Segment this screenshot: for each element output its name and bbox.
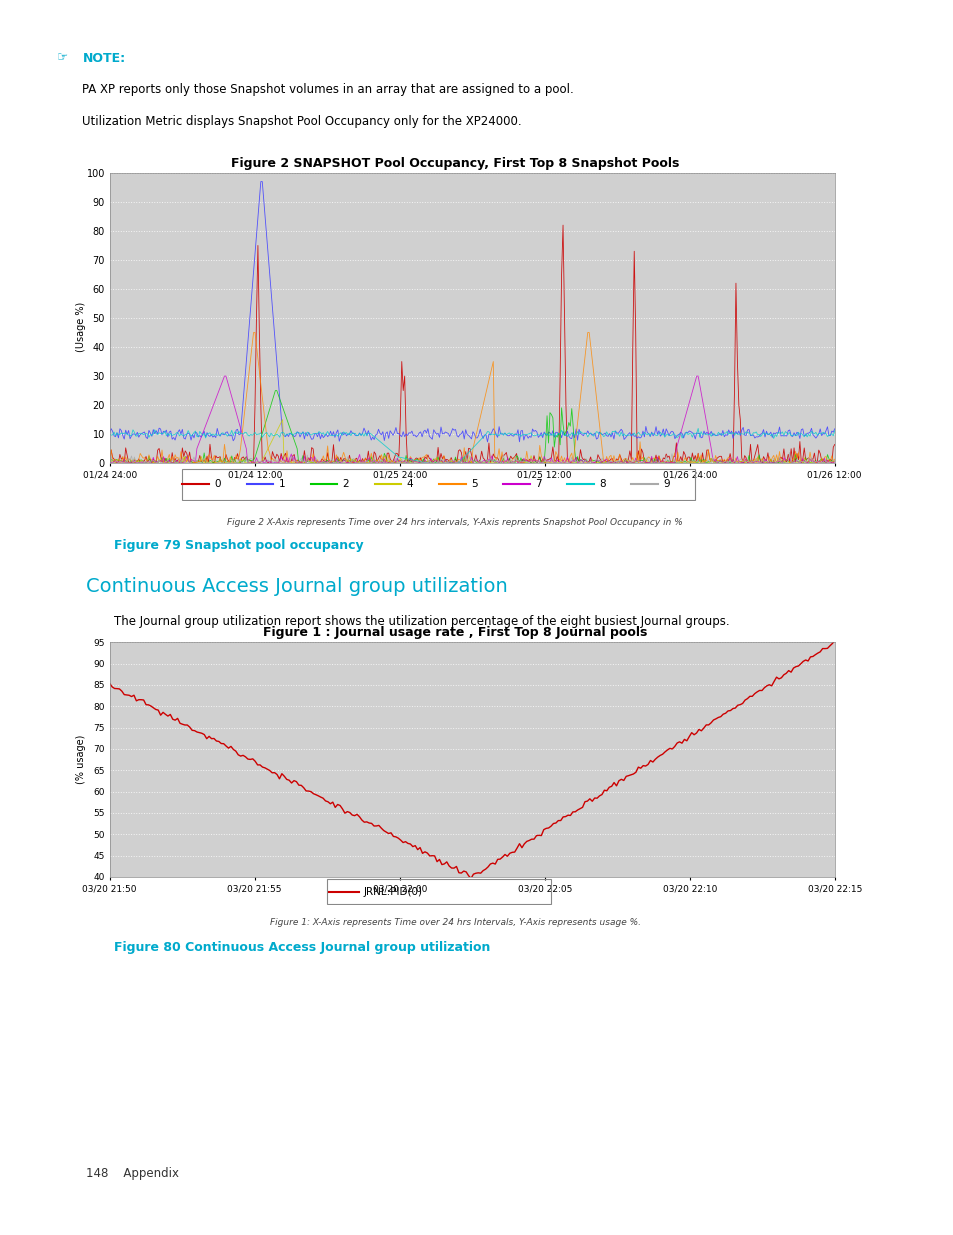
Text: 2: 2 (342, 479, 349, 489)
Text: The Journal group utilization report shows the utilization percentage of the eig: The Journal group utilization report sho… (114, 615, 729, 627)
Text: Figure 80 Continuous Access Journal group utilization: Figure 80 Continuous Access Journal grou… (114, 941, 491, 953)
Text: 148    Appendix: 148 Appendix (86, 1167, 178, 1179)
Text: (% usage): (% usage) (76, 735, 86, 784)
Text: Figure 1: X-Axis represents Time over 24 hrs Intervals, Y-Axis represents usage : Figure 1: X-Axis represents Time over 24… (270, 918, 639, 927)
Text: PA XP reports only those Snapshot volumes in an array that are assigned to a poo: PA XP reports only those Snapshot volume… (82, 83, 574, 96)
Text: 4: 4 (406, 479, 413, 489)
Text: ☞: ☞ (57, 52, 69, 64)
Text: JRNL:PID(0): JRNL:PID(0) (363, 887, 422, 897)
Text: Figure 1 : Journal usage rate , First Top 8 Journal pools: Figure 1 : Journal usage rate , First To… (263, 626, 646, 638)
Text: Utilization Metric displays Snapshot Pool Occupancy only for the XP24000.: Utilization Metric displays Snapshot Poo… (82, 115, 521, 127)
Text: NOTE:: NOTE: (82, 52, 126, 64)
Text: Figure 79 Snapshot pool occupancy: Figure 79 Snapshot pool occupancy (114, 540, 364, 552)
Text: 0: 0 (214, 479, 221, 489)
Text: (Usage %): (Usage %) (76, 303, 86, 352)
Text: Figure 2 SNAPSHOT Pool Occupancy, First Top 8 Snapshot Pools: Figure 2 SNAPSHOT Pool Occupancy, First … (231, 157, 679, 169)
Text: Continuous Access Journal group utilization: Continuous Access Journal group utilizat… (86, 577, 507, 597)
Text: 9: 9 (662, 479, 669, 489)
Text: 1: 1 (278, 479, 285, 489)
Text: 7: 7 (535, 479, 541, 489)
Text: 5: 5 (471, 479, 477, 489)
Text: 8: 8 (598, 479, 605, 489)
Text: Figure 2 X-Axis represents Time over 24 hrs intervals, Y-Axis reprents Snapshot : Figure 2 X-Axis represents Time over 24 … (227, 517, 682, 527)
